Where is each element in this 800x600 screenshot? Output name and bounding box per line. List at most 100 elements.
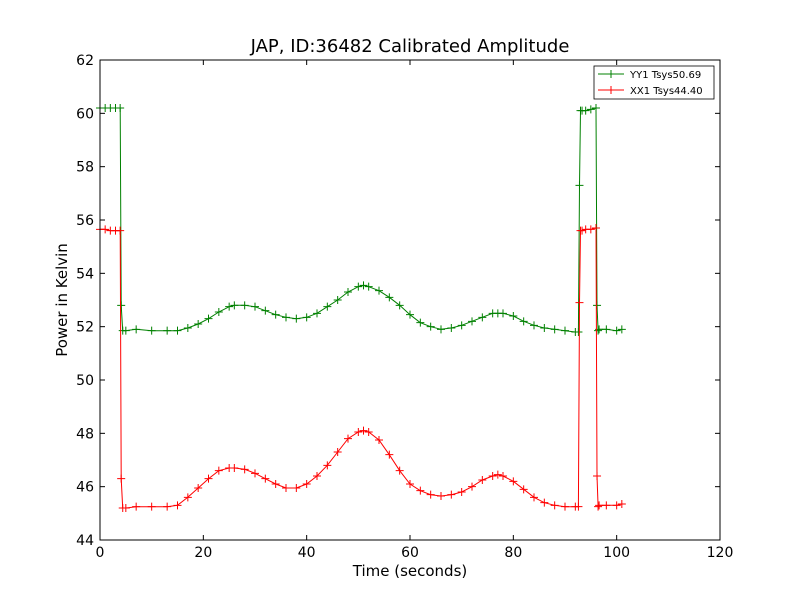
legend: YY1 Tsys50.69 XX1 Tsys44.40 [593, 65, 715, 100]
data-point [592, 224, 600, 232]
data-point [240, 301, 249, 310]
data-point [594, 502, 603, 511]
data-point [271, 310, 280, 319]
data-point [173, 326, 182, 335]
data-point [540, 324, 549, 332]
legend-marker-yy1 [607, 70, 615, 78]
data-point [395, 466, 404, 475]
data-point [519, 317, 528, 326]
x-tick-label: 0 [96, 545, 105, 561]
data-point [540, 498, 549, 507]
data-point [478, 313, 487, 322]
data-point [602, 325, 611, 334]
data-point [602, 501, 611, 510]
data-point [302, 480, 311, 488]
data-point [163, 502, 172, 511]
data-point [574, 502, 583, 511]
data-point [578, 226, 587, 235]
data-point [416, 486, 425, 495]
data-point [593, 301, 602, 310]
data-point [261, 306, 270, 315]
x-tick-label: 60 [401, 545, 419, 561]
data-point [385, 450, 394, 459]
data-point [364, 428, 373, 436]
data-point [509, 312, 518, 320]
x-tick-label: 20 [194, 545, 212, 561]
data-point [575, 181, 584, 190]
legend-box [593, 65, 715, 100]
data-point [416, 318, 425, 327]
data-point [117, 301, 126, 310]
data-point [282, 313, 290, 322]
y-tick-label: 58 [76, 160, 94, 176]
y-tick-label: 48 [76, 426, 94, 442]
data-point [251, 302, 259, 311]
data-point [271, 480, 280, 488]
data-point [323, 302, 332, 311]
data-point [251, 469, 259, 478]
data-point [586, 225, 595, 234]
data-point [214, 466, 223, 475]
x-axis-label: Time (seconds) [352, 562, 468, 580]
data-point [457, 488, 466, 496]
data-point [457, 321, 466, 330]
data-point [261, 474, 270, 483]
data-point [595, 501, 604, 510]
data-point [354, 428, 363, 436]
y-axis: 44 46 48 50 52 54 56 58 60 62 [76, 53, 720, 549]
y-tick-label: 44 [76, 533, 94, 549]
data-point [282, 484, 290, 492]
data-point [183, 324, 192, 332]
series-layer [96, 104, 626, 512]
data-point [499, 472, 507, 480]
data-point [333, 448, 342, 456]
data-point [426, 322, 435, 331]
data-point [530, 493, 538, 502]
data-point [519, 485, 528, 494]
data-point [561, 502, 569, 511]
data-point [594, 326, 603, 335]
data-point [183, 493, 192, 502]
data-point [313, 472, 321, 480]
data-point [375, 436, 383, 444]
data-point [194, 320, 203, 328]
data-point [194, 484, 203, 492]
data-point [575, 298, 584, 307]
data-point [617, 500, 626, 508]
data-point [406, 310, 414, 319]
data-point [354, 282, 363, 291]
data-point [163, 326, 172, 335]
x-tick-label: 120 [707, 545, 734, 561]
data-point [437, 325, 445, 334]
data-point [214, 308, 223, 316]
series-yy1 [96, 104, 626, 336]
data-point [344, 288, 352, 296]
data-point [302, 313, 311, 322]
data-point [617, 325, 626, 334]
data-point [478, 476, 487, 484]
data-point [292, 314, 301, 323]
data-point [101, 225, 110, 234]
plot-area [100, 60, 720, 540]
data-point [499, 309, 507, 318]
data-point [323, 461, 332, 470]
data-point [406, 480, 414, 488]
data-point [385, 293, 394, 302]
data-point [530, 321, 538, 330]
data-point [240, 465, 249, 474]
data-point [333, 296, 342, 304]
data-point [121, 326, 130, 335]
y-tick-label: 60 [76, 106, 94, 122]
data-point [612, 501, 621, 510]
data-point [344, 434, 352, 443]
data-point [292, 484, 301, 492]
data-point [173, 501, 182, 510]
y-tick-label: 46 [76, 480, 94, 496]
data-point [225, 302, 234, 311]
y-tick-label: 56 [76, 213, 94, 229]
data-point [230, 464, 239, 472]
data-point [359, 426, 368, 435]
data-point [364, 282, 373, 291]
data-point [581, 106, 590, 115]
